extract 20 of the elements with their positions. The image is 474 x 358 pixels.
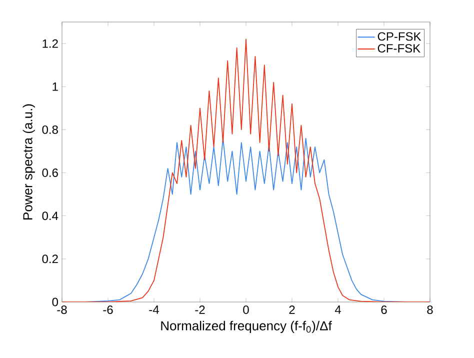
y-axis-title: Power spectra (a.u.) [22, 104, 35, 220]
y-tick-label: 0.8 [42, 125, 58, 134]
y-tick-label: 1 [52, 82, 58, 91]
x-tick-label: -4 [149, 306, 159, 314]
x-tick-label: 4 [334, 306, 341, 314]
x-tick-label: -8 [57, 306, 67, 314]
x-tick-label: -6 [103, 306, 113, 314]
legend-label: CP-FSK [378, 32, 422, 41]
x-tick-label: 2 [289, 306, 295, 314]
y-tick-label: 0.2 [42, 254, 58, 264]
x-tick-label: 0 [243, 306, 249, 314]
y-tick-label: 0 [52, 298, 58, 306]
x-tick-label: 8 [427, 306, 433, 314]
x-tick-label: -2 [195, 306, 205, 314]
y-tick-label: 1.2 [42, 39, 58, 48]
x-tick-label: 6 [381, 306, 387, 314]
y-tick-label: 0.6 [42, 168, 58, 177]
x-axis-title: Normalized frequency (f-f$_{0}$)/Δf [161, 320, 332, 333]
y-tick-label: 0.4 [42, 212, 58, 220]
legend-label: CF-FSK [378, 44, 420, 53]
